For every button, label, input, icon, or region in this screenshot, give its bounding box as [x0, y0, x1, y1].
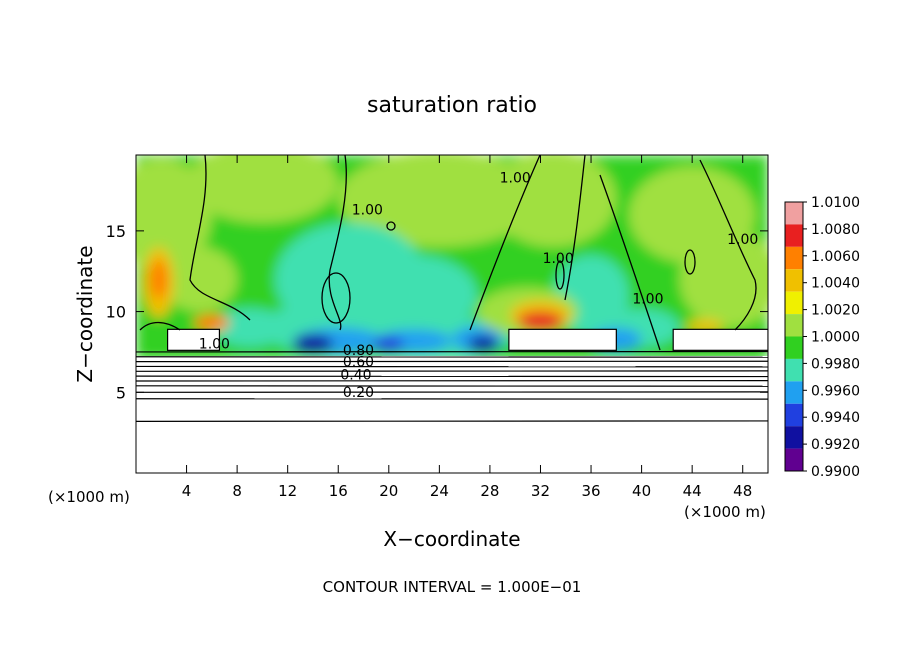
x-axis-label: X−coordinate	[383, 527, 520, 551]
colorbar-label: 0.9980	[811, 356, 860, 372]
colorbar-label: 1.0100	[811, 195, 860, 211]
colorbar-swatch	[785, 358, 803, 382]
colorbar-swatch	[785, 381, 803, 404]
contour-label: 1.00	[199, 337, 230, 353]
chart-title: saturation ratio	[367, 93, 537, 118]
x-tick-label: 28	[480, 482, 499, 500]
x-tick-label: 48	[733, 482, 752, 500]
colorbar-swatch	[785, 291, 803, 315]
x-tick-label: 44	[683, 482, 702, 500]
colorbar-label: 1.0020	[811, 303, 860, 319]
x-tick-label: 4	[182, 482, 192, 500]
colorbar-swatch	[785, 448, 803, 471]
x-tick-label: 8	[232, 482, 242, 500]
x-tick-label: 40	[632, 482, 651, 500]
contour-label: 0.80	[343, 343, 374, 359]
colorbar-swatch	[785, 246, 803, 270]
contour-label: 0.60	[343, 354, 374, 370]
x-unit-right: (×1000 m)	[684, 503, 766, 521]
colorbar-label: 0.9960	[811, 383, 860, 399]
plot-frame	[135, 154, 769, 474]
contour-label: 1.00	[727, 232, 758, 248]
colorbar-swatch	[785, 202, 803, 225]
colorbar: 1.0100 1.0080 1.0060 1.0040 1.0020 1.0000 0.99…	[784, 195, 860, 480]
x-tick-label: 32	[531, 482, 550, 500]
contour-label: 1.00	[352, 203, 383, 219]
x-tick-label: 24	[430, 482, 449, 500]
contour-label: 1.00	[632, 292, 663, 308]
colorbar-swatch	[785, 403, 803, 427]
contour-label: 1.00	[500, 170, 531, 186]
contour-label: 1.00	[543, 251, 574, 267]
y-tick-label: 10	[106, 303, 126, 322]
colorbar-label: 1.0040	[811, 276, 860, 292]
x-tick-label: 12	[278, 482, 297, 500]
y-axis-label: Z−coordinate	[73, 245, 97, 382]
y-tick-label: 5	[116, 383, 126, 402]
colorbar-label: 1.0000	[811, 330, 860, 346]
x-tick-label: 20	[379, 482, 398, 500]
x-unit-left: (×1000 m)	[48, 488, 130, 506]
x-tick-label: 16	[329, 482, 348, 500]
colorbar-label: 0.9940	[811, 410, 860, 426]
colorbar-label: 0.9900	[811, 464, 860, 480]
colorbar-label: 0.9920	[811, 437, 860, 453]
colorbar-swatch	[785, 314, 803, 337]
contour-interval-footer: CONTOUR INTERVAL = 1.000E−01	[323, 578, 582, 596]
colorbar-swatch	[785, 336, 803, 359]
colorbar-swatch	[785, 269, 803, 292]
x-tick-label: 36	[581, 482, 600, 500]
colorbar-swatch	[785, 224, 803, 247]
saturation-field: 1.00 0.800.600.40 0.20 1.00 1.00 1.00 1.00 1.00	[136, 155, 768, 473]
contour-label: 0.20	[343, 385, 374, 401]
colorbar-swatch	[785, 426, 803, 449]
colorbar-label: 1.0080	[811, 222, 860, 238]
colorbar-label: 1.0060	[811, 249, 860, 265]
y-tick-label: 15	[106, 222, 126, 241]
contour-label: 0.40	[340, 367, 371, 383]
